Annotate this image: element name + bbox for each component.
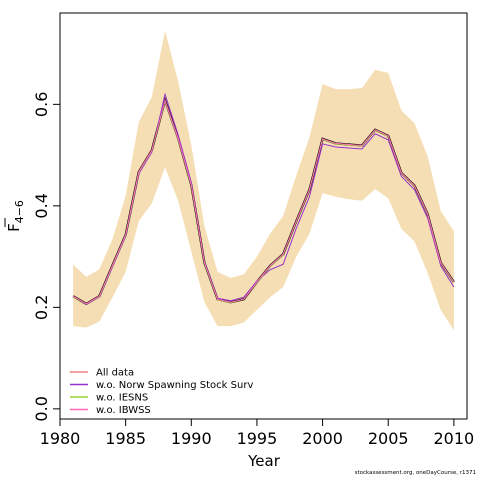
y-axis: 0.0 0.2 0.4 0.6 [32, 92, 60, 422]
legend-label-2: w.o. Norw Spawning Stock Surv [96, 380, 253, 391]
legend-label-3: w.o. IESNS [96, 393, 148, 404]
x-tick-label-1980: 1980 [40, 429, 81, 448]
x-tick-label-1995: 1995 [237, 429, 278, 448]
y-axis-title-subscript: 4−6 [13, 200, 26, 223]
x-tick-label-1990: 1990 [171, 429, 212, 448]
y-tick-label-2: 0.4 [32, 193, 51, 218]
plot-frame [59, 12, 468, 420]
x-tick-label-1985: 1985 [105, 429, 146, 448]
x-tick-label-2010: 2010 [434, 429, 475, 448]
svg-text:F4−6: F4−6 [5, 200, 26, 232]
x-axis-title: Year [247, 452, 281, 470]
y-tick-label-0: 0.0 [32, 396, 51, 421]
confidence-band [73, 30, 454, 331]
y-axis-title-main: F [5, 223, 23, 232]
series-layer [72, 92, 455, 306]
x-tick-label-2005: 2005 [368, 429, 409, 448]
x-tick-label-2000: 2000 [302, 429, 343, 448]
y-axis-title: F4−6 [4, 200, 26, 232]
legend-label-4: w.o. IBWSS [96, 405, 151, 416]
x-axis: 1980 1985 1990 1995 2000 2005 2010 [40, 419, 475, 448]
series-line-4 [72, 99, 455, 305]
y-tick-label-1: 0.2 [32, 295, 51, 320]
confidence-band-layer [73, 30, 454, 331]
y-tick-label-3: 0.6 [32, 92, 51, 117]
footer-credit: stockassessment.org, oneDayCourse, r1371 [354, 470, 476, 476]
legend-label-1: All data [96, 368, 134, 379]
